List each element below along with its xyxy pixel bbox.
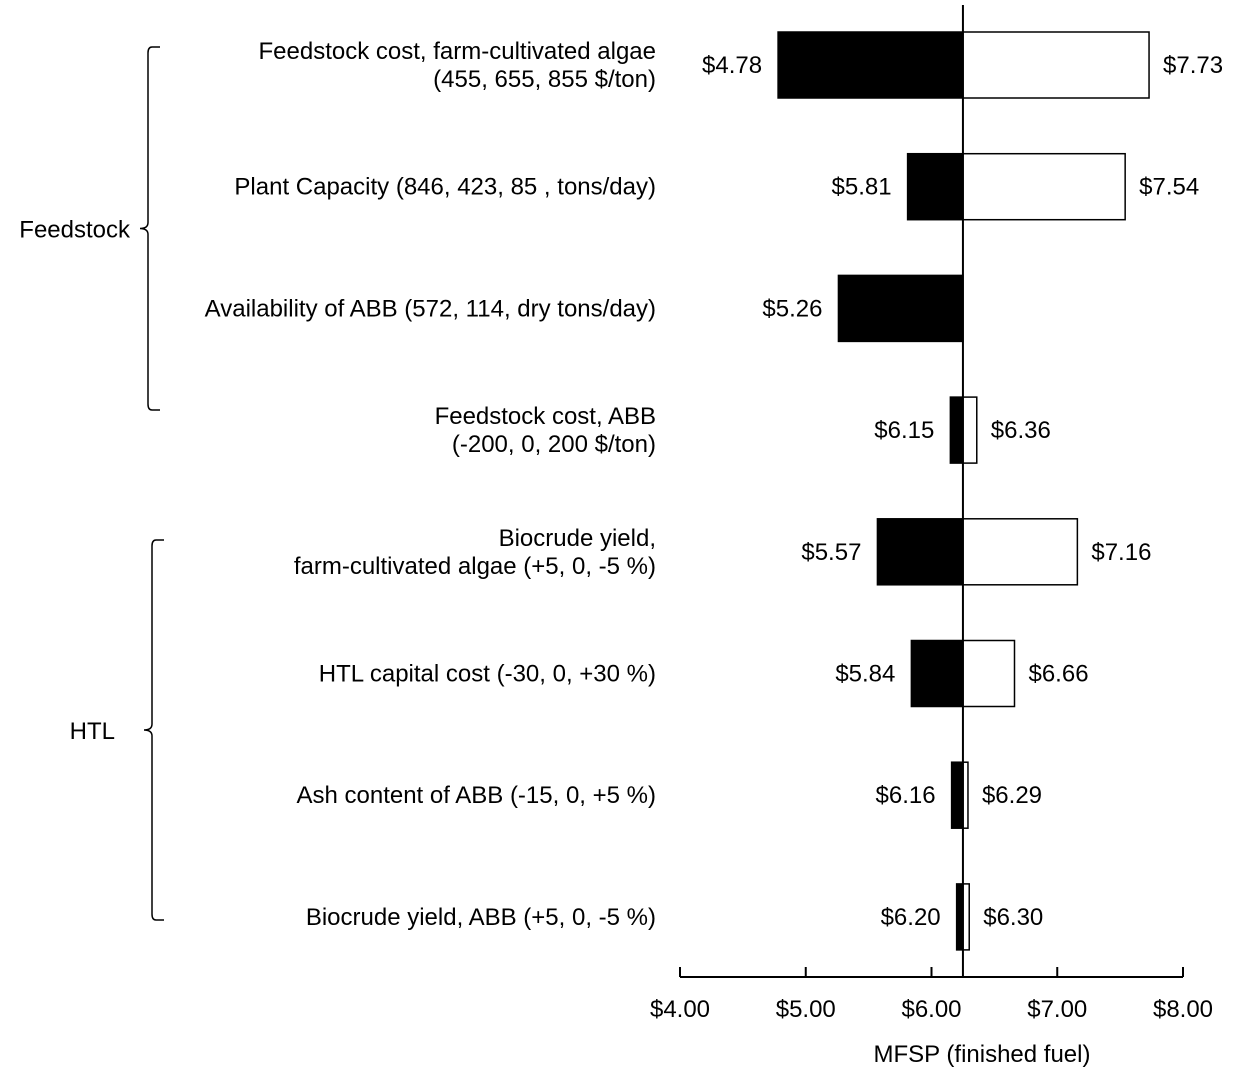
bars [777,31,1150,951]
high-value-label: $6.36 [991,417,1051,444]
low-value-label: $5.84 [835,661,895,688]
low-bar [910,639,964,708]
group-label: HTL [70,718,115,745]
low-bar [906,152,964,221]
x-tick-label: $5.00 [776,996,836,1023]
category-label: Plant Capacity (846, 423, 85 , tons/day) [234,174,656,201]
category-label: Feedstock cost, farm-cultivated algae [258,38,656,65]
category-label: Ash content of ABB (-15, 0, +5 %) [296,782,656,809]
low-bar [837,274,964,343]
low-bar [950,761,964,829]
low-bar [876,518,964,586]
low-value-label: $6.15 [874,417,934,444]
category-label: farm-cultivated algae (+5, 0, -5 %) [294,553,656,580]
category-label: (-200, 0, 200 $/ton) [452,431,656,458]
category-label: Feedstock cost, ABB [435,403,656,430]
high-bar [962,31,1150,99]
low-value-label: $6.16 [876,782,936,809]
category-label: Biocrude yield, ABB (+5, 0, -5 %) [306,904,656,931]
category-label: (455, 655, 855 $/ton) [433,66,656,93]
category-label: HTL capital cost (-30, 0, +30 %) [319,661,656,688]
high-value-label: $6.30 [983,904,1043,931]
low-bar [777,31,964,99]
category-labels: Feedstock cost, farm-cultivated algae(45… [205,38,656,931]
high-value-label: $6.66 [1028,661,1088,688]
high-value-label: $7.54 [1139,174,1199,201]
low-value-label: $5.26 [762,295,822,322]
x-tick-label: $8.00 [1153,996,1213,1023]
high-value-label: $7.16 [1091,539,1151,566]
value-labels: $4.78 $7.73 $5.81 $7.54 $5.26 $6.15 $6.36 $5.57… [702,52,1223,931]
category-label: Availability of ABB (572, 114, dry tons/… [205,295,656,322]
x-tick-label: $6.00 [901,996,961,1023]
low-value-label: $5.57 [801,539,861,566]
low-value-label: $4.78 [702,52,762,79]
low-bar [949,396,964,464]
high-bar [962,518,1079,586]
high-bar [962,396,978,464]
x-axis-title: MFSP (finished fuel) [874,1041,1091,1068]
low-value-label: $5.81 [832,174,892,201]
x-axis: $4.00 $5.00 $6.00 $7.00 $8.00 [650,5,1213,1023]
low-value-label: $6.20 [881,904,941,931]
x-tick-label: $4.00 [650,996,710,1023]
category-label: Biocrude yield, [499,525,656,552]
group-label: Feedstock [19,217,131,244]
high-bar [962,639,1016,708]
high-bar [962,152,1126,221]
high-value-label: $7.73 [1163,52,1223,79]
group-bracket [143,539,164,921]
high-value-label: $6.29 [982,782,1042,809]
group-bracket [139,46,160,411]
x-tick-label: $7.00 [1027,996,1087,1023]
group-brackets: Feedstock HTL [19,46,164,921]
